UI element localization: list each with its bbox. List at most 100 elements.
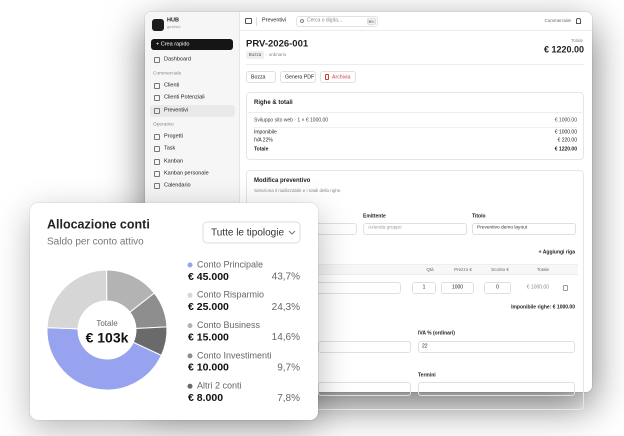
action-button[interactable] [280,71,316,83]
legend-name: Altri 2 conti [197,381,242,391]
table-header [250,264,578,275]
nav-item[interactable]: Calendario [164,182,191,189]
chevron [288,230,296,235]
input[interactable] [441,282,474,294]
nav-section: Operativo [153,122,174,128]
nav-icon [154,146,160,153]
action-label[interactable]: Archivia [332,73,351,80]
table-cell: € 1000.00 [526,284,549,291]
input[interactable] [418,382,575,396]
quick-action[interactable]: + Crea rapido [156,41,190,48]
field-value: 22 [422,343,428,350]
center-label: Totale [96,319,118,328]
input[interactable] [318,341,411,353]
breadcrumb: Preventivi [262,17,287,24]
legend-dot [187,323,193,329]
divider [246,64,584,65]
table-cell: 1000 [451,284,464,291]
nav-icon [154,133,160,140]
field-label: Titolo [472,213,486,220]
card-divider [246,112,584,113]
search-icon [300,19,304,23]
field-label: IVA % (ordinari) [418,330,455,337]
donut-slice [46,269,108,330]
action-label[interactable]: Genera PDF [285,73,315,80]
legend-value: € 8.000 [188,392,223,404]
nav-item[interactable]: Dashboard [164,56,191,63]
input[interactable] [363,223,467,235]
nav-icon [154,95,160,102]
subtotal: Imponibile righe: € 1000.00 [511,304,575,311]
field-value: Preventivo demo layout [477,225,528,231]
lines-card [246,92,584,160]
table-header-cell: Sconto € [491,266,509,272]
shortcut-badge [367,18,376,25]
card-title: Righe & totali [254,100,293,106]
brand-sub: gestisci [167,24,181,29]
nav-icon [154,57,160,63]
legend-dot [187,383,193,389]
legend-percent: 7,8% [277,393,300,404]
brand-logo [152,19,164,31]
archive-icon [325,74,329,80]
action-button[interactable] [246,71,276,83]
input[interactable] [418,341,575,353]
quote-number: PRV-2026-001 [246,38,309,50]
nav-item[interactable]: Kanban [164,157,183,164]
action-label[interactable]: Bozza [251,73,266,80]
legend-dot [187,292,193,298]
summary-label: Imponibile [254,129,277,136]
input[interactable] [318,382,411,396]
topbar-border [240,30,592,31]
summary-label: IVA 22% [254,137,273,144]
nav-item[interactable]: Preventivi [164,106,189,113]
user-menu[interactable]: Commerciale [544,17,571,23]
brand-name: HUB [167,17,179,24]
nav-item[interactable]: Progetti [164,133,183,140]
shortcut: ⌘K [368,18,375,24]
line-item: Sviluppo sito web · 1 × € 1000.00 [254,117,329,124]
donut-slice [132,326,168,357]
nav-icon [154,158,160,165]
summary-amount: € 1220.00 [554,146,577,153]
nav-item[interactable]: Clienti Potenziali [164,94,205,101]
input[interactable] [412,282,436,294]
summary-amount: € 1000.00 [554,129,577,136]
filter-label[interactable]: Tutte le tipologie [211,228,284,239]
bell-icon[interactable] [576,18,581,24]
field-value: Azienda gruppo [368,225,402,231]
nav-active [150,104,235,117]
sidebar-toggle[interactable] [245,18,252,24]
legend-percent: 9,7% [277,363,300,374]
nav-item[interactable]: Kanban personale [164,170,209,177]
table-header-cell: Totale [536,266,550,272]
nav-item[interactable]: Task [164,145,176,152]
table-header-cell: Prezzo € [454,266,472,272]
add-row[interactable]: + Aggiungi riga [538,249,575,256]
search-placeholder: Cerca o digita... [307,17,343,24]
search-box[interactable] [296,16,378,27]
input[interactable] [484,282,511,294]
legend-name: Conto Business [197,320,261,330]
chart-title: Allocazione conti [47,217,150,231]
quote-kind: · ordinario [266,51,287,57]
input[interactable] [472,223,576,235]
action-button[interactable] [320,71,356,83]
nav-item[interactable]: Clienti [164,82,180,89]
nav-icon [154,83,160,89]
quote-status: Bozza [248,51,262,57]
trash-icon[interactable] [563,285,568,291]
filter-dropdown[interactable] [202,221,301,244]
legend-value: € 25.000 [188,301,229,313]
legend-percent: 14,6% [272,332,300,343]
legend-value: € 10.000 [188,362,229,374]
nav-icon [154,183,160,190]
legend-value: € 15.000 [188,331,229,343]
summary-label: Totale [254,146,269,153]
field-label: Termini [418,372,436,379]
line-amount: € 1000.00 [554,117,577,124]
status-pill [246,51,264,59]
table-cell: 0 [496,284,499,291]
quick-action-button[interactable] [151,39,233,50]
